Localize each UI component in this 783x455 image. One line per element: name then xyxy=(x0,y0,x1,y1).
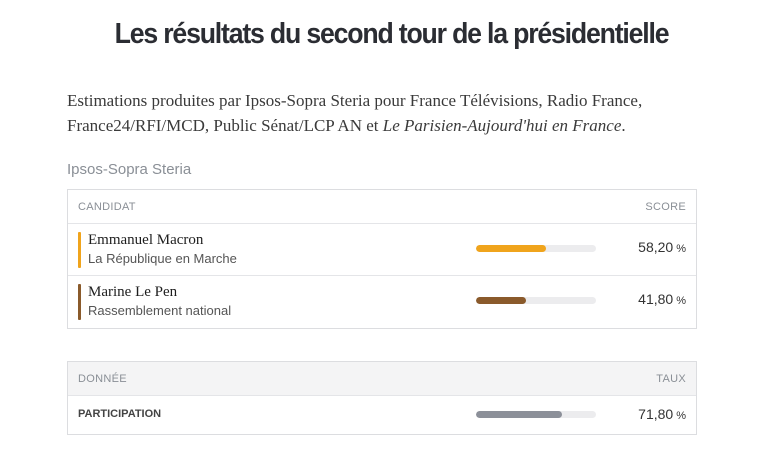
candidate-party: Rassemblement national xyxy=(88,303,232,318)
results-table-header: CANDIDAT SCORE xyxy=(68,190,696,224)
participation-label: PARTICIPATION xyxy=(78,408,162,420)
participation-rate: 71,80% xyxy=(638,406,686,422)
participation-bar xyxy=(476,411,596,418)
score-unit: % xyxy=(676,243,686,255)
candidate-party: La République en Marche xyxy=(88,251,237,266)
candidate-name: Emmanuel Macron xyxy=(88,232,204,248)
source-label: Ipsos-Sopra Steria xyxy=(67,161,192,178)
header-candidat: CANDIDAT xyxy=(78,200,136,213)
data-table-header: DONNÉE TAUX xyxy=(68,362,696,396)
candidate-color-marker xyxy=(78,232,81,268)
candidate-score: 41,80% xyxy=(638,291,686,307)
score-bar-fill xyxy=(476,245,546,252)
candidate-name: Marine Le Pen xyxy=(88,284,178,300)
score-unit: % xyxy=(676,295,686,307)
intro-text-main: Estimations produites par Ipsos-Sopra St… xyxy=(67,91,643,135)
score-bar xyxy=(476,245,596,252)
intro-text-italic: Le Parisien-Aujourd'hui en France xyxy=(382,116,622,135)
page-title: Les résultats du second tour de la prési… xyxy=(114,18,670,50)
score-value: 58,20 xyxy=(638,239,674,255)
participation-row: PARTICIPATION 71,80% xyxy=(68,396,696,434)
candidate-row-macron: Emmanuel Macron La République en Marche … xyxy=(68,224,696,276)
intro-text-end: . xyxy=(621,116,626,135)
score-bar-fill xyxy=(476,297,527,304)
participation-bar-fill xyxy=(476,411,563,418)
data-table: DONNÉE TAUX PARTICIPATION 71,80% xyxy=(67,361,697,435)
results-table: CANDIDAT SCORE Emmanuel Macron La Républ… xyxy=(67,189,697,329)
header-score: SCORE xyxy=(645,200,686,213)
score-value: 41,80 xyxy=(638,291,674,307)
candidate-color-marker xyxy=(78,284,81,320)
candidate-score: 58,20% xyxy=(638,239,686,255)
score-bar xyxy=(476,297,596,304)
header-donnee: DONNÉE xyxy=(78,372,127,385)
intro-text: Estimations produites par Ipsos-Sopra St… xyxy=(67,88,717,138)
rate-unit: % xyxy=(676,410,686,422)
header-taux: TAUX xyxy=(656,372,686,385)
candidate-row-le-pen: Marine Le Pen Rassemblement national 41,… xyxy=(68,276,696,328)
rate-value: 71,80 xyxy=(638,406,674,422)
